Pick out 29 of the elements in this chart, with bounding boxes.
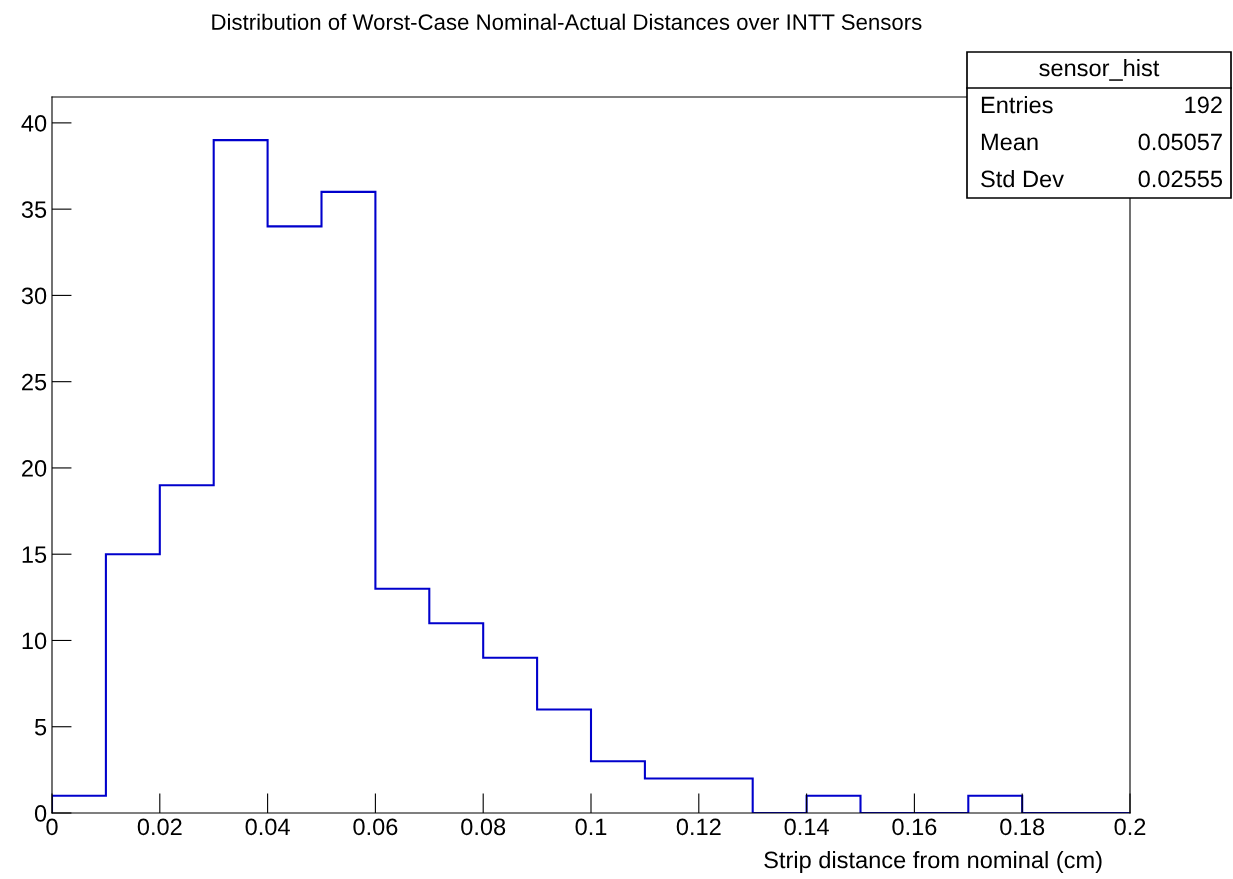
y-tick-label: 5 <box>34 719 47 736</box>
y-tick-label: 25 <box>22 373 47 391</box>
x-axis-title: Strip distance from nominal (cm) <box>764 850 1102 874</box>
x-tick-label: 0.12 <box>676 818 721 836</box>
y-tick-label: 15 <box>22 546 47 563</box>
chart-title: Distribution of Worst-Case Nominal-Actual Distances over INTT Sensors <box>212 13 922 30</box>
y-tick-label: 40 <box>21 114 47 132</box>
text: 0.02555 <box>1138 170 1223 188</box>
text: 0.05057 <box>1138 133 1222 151</box>
x-tick-label: 0.06 <box>353 818 398 836</box>
x-tick-label: 0.1 <box>575 818 607 836</box>
y-tick-label: 35 <box>21 201 47 218</box>
x-tick-label: 0.14 <box>784 818 829 836</box>
x-tick-label: 0.18 <box>1000 818 1045 836</box>
x-tick-label: 0.16 <box>892 818 937 836</box>
y-tick-label: 10 <box>22 632 47 650</box>
x-tick-label: 0.04 <box>245 818 290 836</box>
annotation: Entries <box>981 96 1053 114</box>
x-tick-label: 0.08 <box>461 818 506 836</box>
x-tick-label: 0.2 <box>1114 818 1146 836</box>
x-tick-label: 0.02 <box>137 818 182 836</box>
annotation: Std Dev <box>981 170 1064 188</box>
y-tick-label: 20 <box>22 460 47 477</box>
text: 192 <box>1185 96 1222 114</box>
text: sensor_hist <box>1039 59 1160 81</box>
x-tick-label: 0 <box>46 818 58 836</box>
y-tick-label: 30 <box>21 287 47 305</box>
y-tick-label: 0 <box>34 805 47 822</box>
annotation: Mean <box>981 133 1038 151</box>
